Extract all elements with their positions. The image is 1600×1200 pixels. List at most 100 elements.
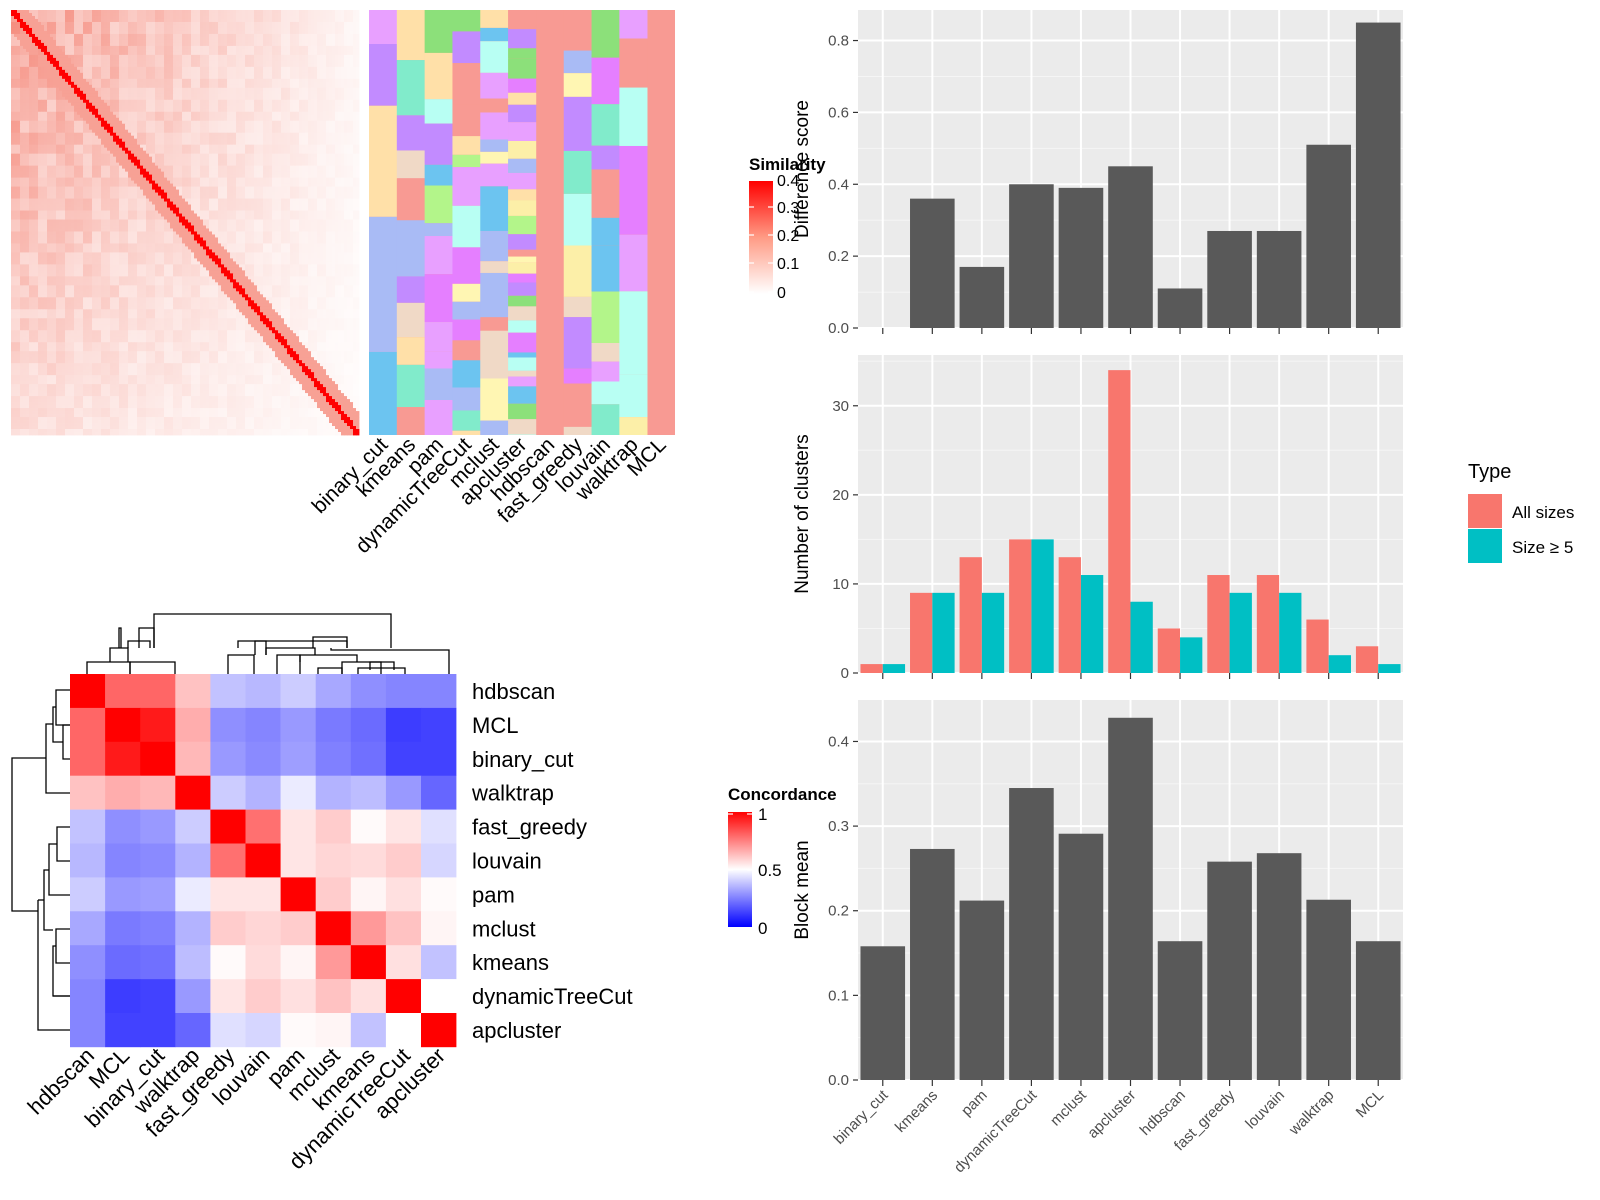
similarity-cell [344,111,348,116]
similarity-cell [221,10,225,14]
similarity-cell [14,117,18,122]
similarity-cell [287,24,291,29]
similarity-cell [146,10,150,14]
similarity-cell [95,39,99,44]
similarity-cell [212,18,216,23]
similarity-cell [293,33,297,38]
similarity-cell [20,60,24,65]
similarity-cell [26,129,30,134]
similarity-cell [224,69,228,74]
similarity-cell [161,123,165,128]
similarity-cell [107,60,111,65]
similarity-cell [38,24,42,29]
similarity-cell [98,33,102,38]
similarity-cell [161,33,165,38]
similarity-cell [122,120,126,125]
similarity-cell [290,117,294,122]
similarity-cell [74,36,78,41]
similarity-cell [302,10,306,14]
similarity-cell [95,93,99,98]
similarity-cell [98,117,102,122]
similarity-cell [134,75,138,80]
similarity-cell [269,39,273,44]
similarity-cell [269,33,273,38]
similarity-cell [47,18,51,23]
similarity-cell [212,96,216,101]
similarity-cell [119,117,123,122]
similarity-cell [269,63,273,68]
similarity-cell [113,69,117,74]
similarity-cell [335,48,339,53]
similarity-cell [83,66,87,71]
similarity-cell [236,24,240,29]
similarity-cell [197,66,201,71]
similarity-cell [188,69,192,74]
similarity-cell [98,132,102,137]
similarity-cell [308,75,312,80]
similarity-cell [158,21,162,26]
similarity-cell [86,81,90,86]
similarity-cell [353,123,357,128]
similarity-cell [125,51,129,56]
similarity-cell [131,12,135,17]
similarity-cell [353,126,357,131]
similarity-cell [47,132,51,137]
similarity-cell [356,129,360,134]
similarity-cell [242,10,246,14]
similarity-cell [302,129,306,134]
similarity-cell [281,66,285,71]
similarity-cell [182,120,186,125]
similarity-cell [320,129,324,134]
similarity-cell [305,117,309,122]
similarity-cell [113,129,117,134]
similarity-cell [194,18,198,23]
similarity-cell [251,51,255,56]
similarity-cell [44,48,48,53]
similarity-cell [131,72,135,77]
similarity-cell [35,102,39,107]
similarity-cell [194,39,198,44]
similarity-cell [53,120,57,125]
similarity-cell [296,81,300,86]
similarity-cell [44,81,48,86]
similarity-cell [44,129,48,134]
similarity-cell [167,132,171,137]
similarity-cell [146,105,150,110]
similarity-cell [185,57,189,62]
similarity-cell [188,48,192,53]
similarity-cell [347,126,351,131]
similarity-cell [194,60,198,65]
similarity-cell [260,39,264,44]
similarity-cell [113,75,117,80]
similarity-cell [173,129,177,134]
similarity-cell [335,93,339,98]
similarity-cell [167,108,171,113]
similarity-cell [110,12,114,17]
similarity-cell [143,54,147,59]
similarity-cell [272,66,276,71]
similarity-cell [326,90,330,95]
similarity-cell [62,18,66,23]
similarity-cell [251,132,255,137]
similarity-cell [245,36,249,41]
similarity-cell [323,60,327,65]
similarity-cell [122,57,126,62]
similarity-cell [56,75,60,80]
similarity-cell [320,27,324,32]
similarity-cell [41,60,45,65]
similarity-cell [140,105,144,110]
similarity-cell [161,63,165,68]
similarity-cell [161,78,165,83]
similarity-cell [338,111,342,116]
similarity-cell [128,129,132,134]
similarity-cell [44,102,48,107]
similarity-cell [284,96,288,101]
similarity-cell [281,105,285,110]
similarity-cell [302,72,306,77]
similarity-cell [131,54,135,59]
similarity-cell [107,99,111,104]
similarity-cell [275,114,279,119]
similarity-cell [260,99,264,104]
similarity-cell [212,10,216,14]
similarity-cell [53,42,57,47]
